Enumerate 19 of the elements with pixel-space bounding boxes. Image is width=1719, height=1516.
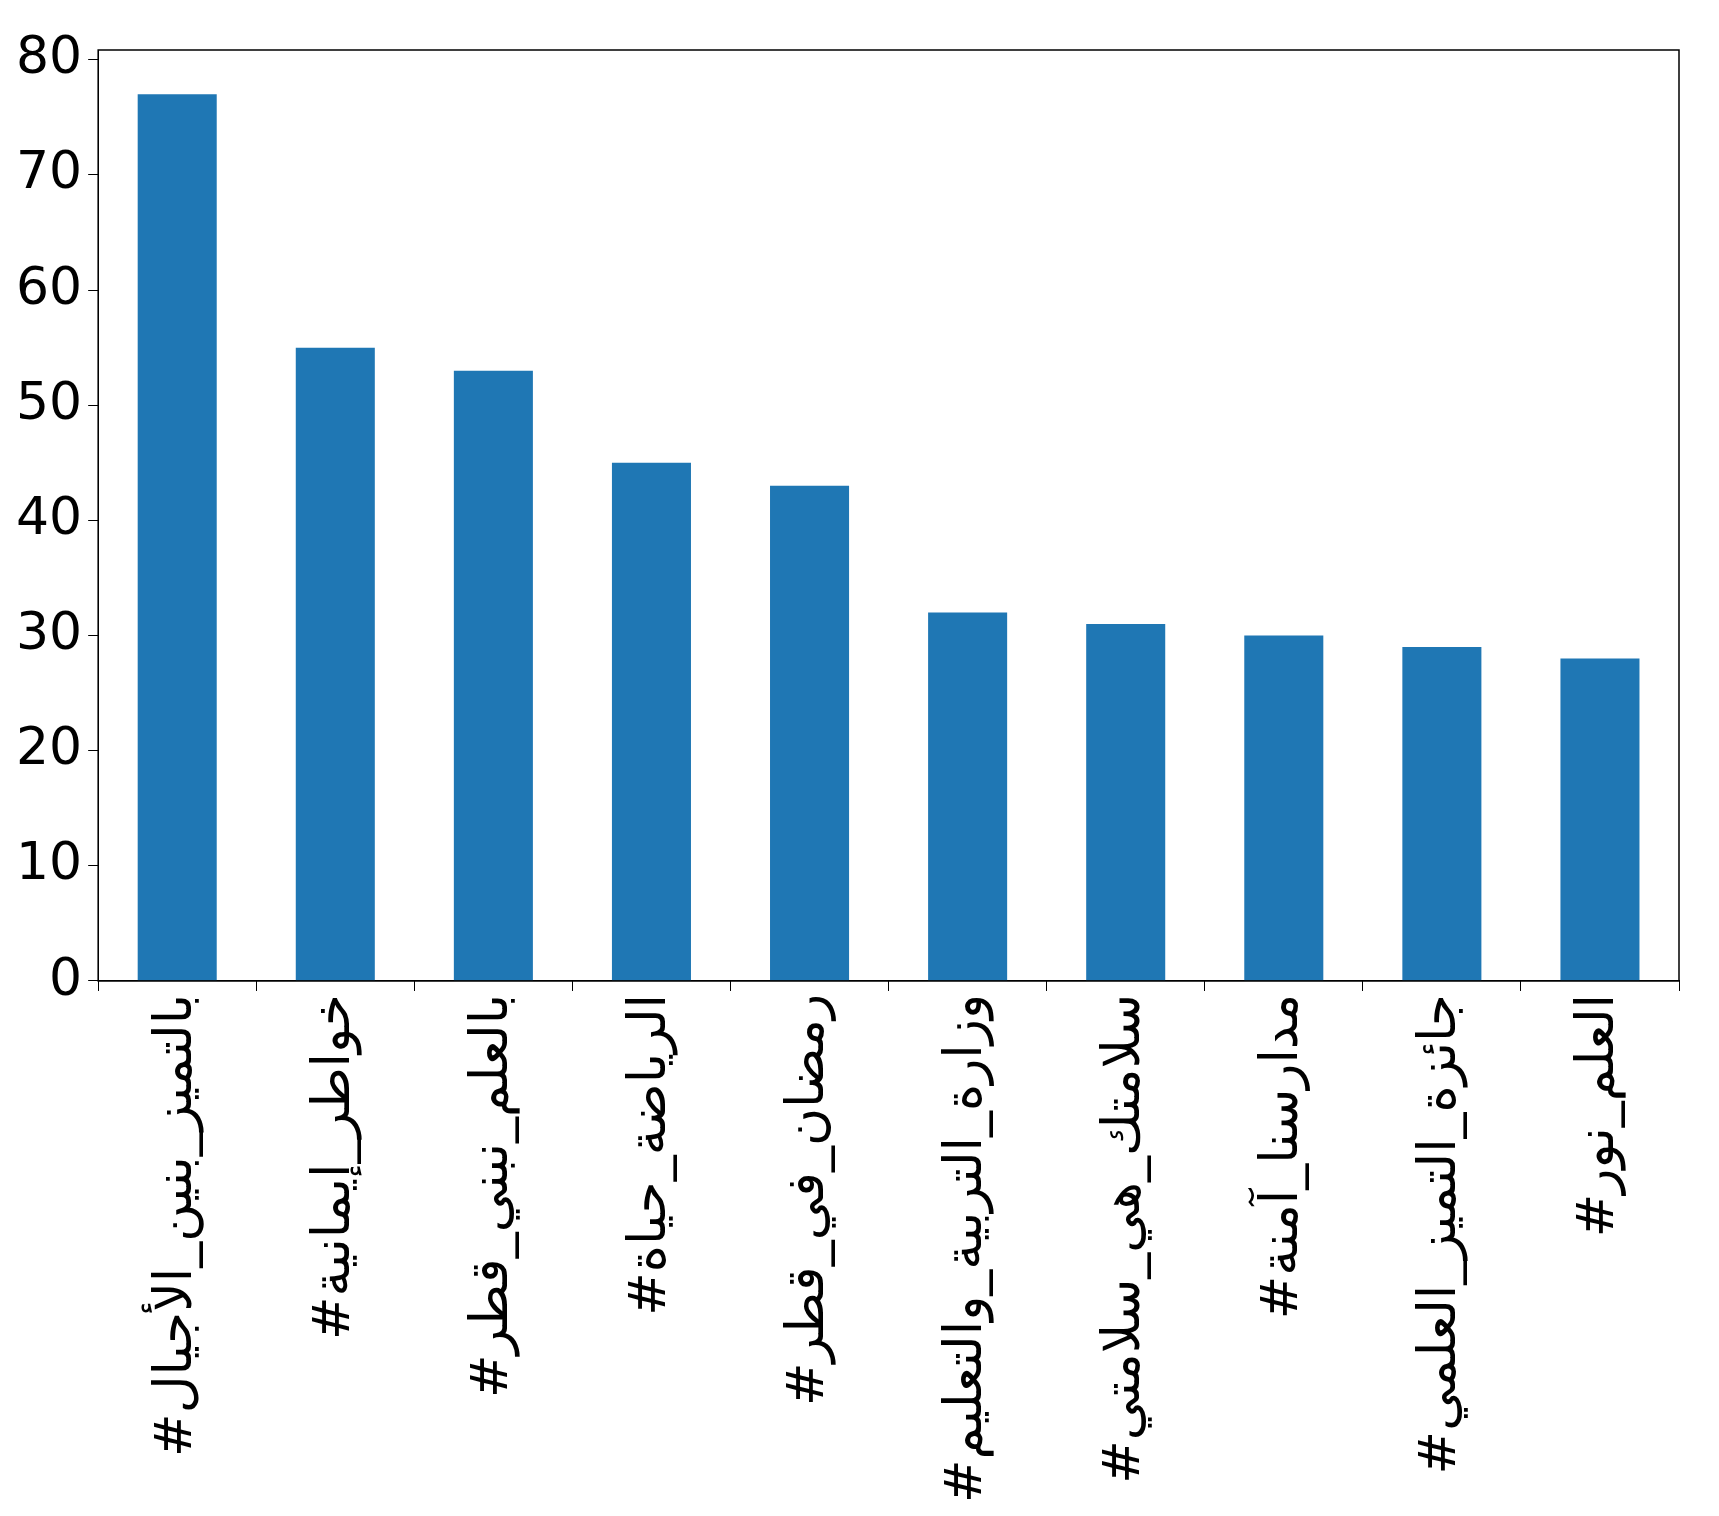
y-tick-label: 60	[16, 255, 83, 316]
y-tick-label: 80	[16, 25, 83, 86]
x-tick-label: #بالعلم_نبني_قطر	[458, 993, 520, 1399]
x-tick-label: #بالتميز_بنين_الأجيال	[140, 993, 204, 1457]
y-tick-label: 20	[16, 716, 83, 777]
y-tick-label: 70	[16, 140, 83, 201]
y-tick-label: 10	[16, 831, 83, 892]
x-tick-label: #رمضان_في_قطر	[775, 993, 837, 1407]
y-tick-label: 40	[16, 485, 83, 546]
x-tick-label: #العلم_نور	[1565, 993, 1627, 1238]
x-tick-label: #خواطر_إيمانية	[300, 993, 362, 1340]
y-tick-label: 50	[16, 370, 83, 431]
x-tick-label: #الرياضة_حياة	[616, 993, 678, 1316]
x-tick-label: #سلامتك_هي_سلامتي	[1091, 993, 1153, 1484]
x-tick-label: #جائزة_التميز_العلمي	[1407, 993, 1469, 1475]
x-tick-label: #وزارة_التربية_والتعليم	[933, 993, 995, 1504]
y-tick-label: 0	[49, 946, 83, 1007]
x-tick-label: #مدارسنا_آمنة	[1247, 993, 1311, 1320]
y-tick-label: 30	[16, 601, 83, 662]
